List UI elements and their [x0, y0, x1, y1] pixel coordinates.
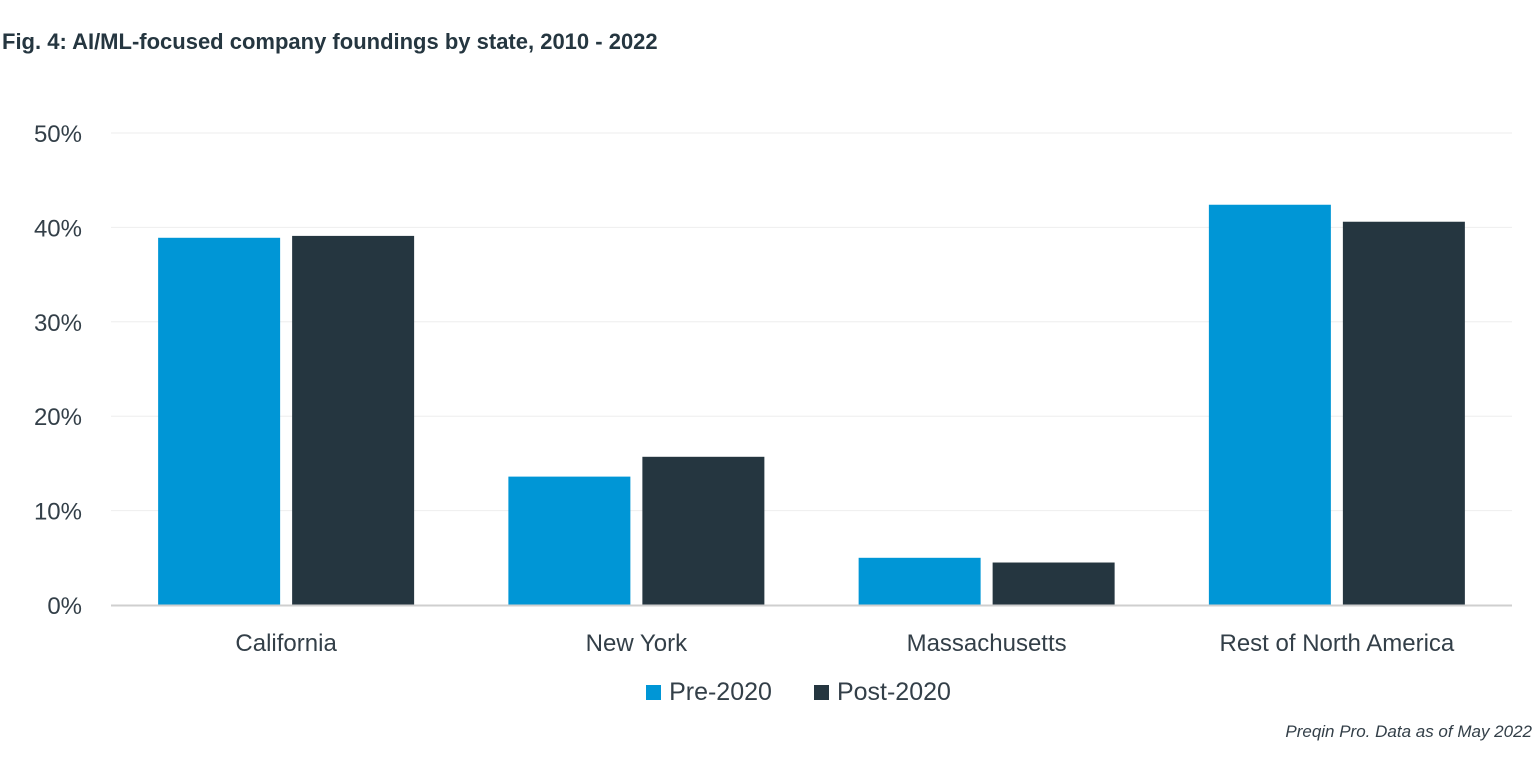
- y-tick-label: 40%: [34, 215, 82, 242]
- source-note: Preqin Pro. Data as of May 2022: [1285, 722, 1532, 741]
- y-tick-label: 10%: [34, 499, 82, 526]
- legend-swatch-post-2020: [813, 685, 829, 700]
- x-category-label: Rest of North America: [1220, 630, 1455, 657]
- y-tick-label: 0%: [47, 593, 82, 620]
- legend-swatch-pre-2020: [646, 685, 662, 700]
- bar-pre-2020-rest-of-north-america: [1208, 204, 1331, 605]
- x-category-label: California: [235, 630, 337, 657]
- y-tick-label: 50%: [34, 121, 82, 148]
- bar-pre-2020-california: [158, 237, 281, 605]
- bar-post-2020-california: [292, 235, 415, 605]
- bar-post-2020-new-york: [642, 456, 765, 605]
- legend-label-post-2020: Post-2020: [836, 678, 951, 706]
- x-category-label: Massachusetts: [907, 630, 1067, 657]
- bar-pre-2020-new-york: [508, 476, 631, 605]
- legend-item-post-2020: Post-2020: [813, 678, 951, 707]
- bar-chart: 0% 10% 20% 30% 40% 50% California New York Massa…: [34, 121, 1512, 657]
- y-tick-label: 30%: [34, 310, 82, 337]
- legend: Pre-2020 Post-2020: [0, 678, 1537, 707]
- legend-label-pre-2020: Pre-2020: [669, 678, 772, 706]
- legend-item-pre-2020: Pre-2020: [646, 678, 772, 707]
- bar-pre-2020-massachusetts: [858, 557, 981, 605]
- bar-post-2020-massachusetts: [992, 562, 1115, 605]
- chart-title: Fig. 4: AI/ML-focused company foundings …: [2, 29, 658, 54]
- x-category-label: New York: [586, 630, 688, 657]
- y-tick-label: 20%: [34, 404, 82, 431]
- bar-post-2020-rest-of-north-america: [1342, 221, 1465, 605]
